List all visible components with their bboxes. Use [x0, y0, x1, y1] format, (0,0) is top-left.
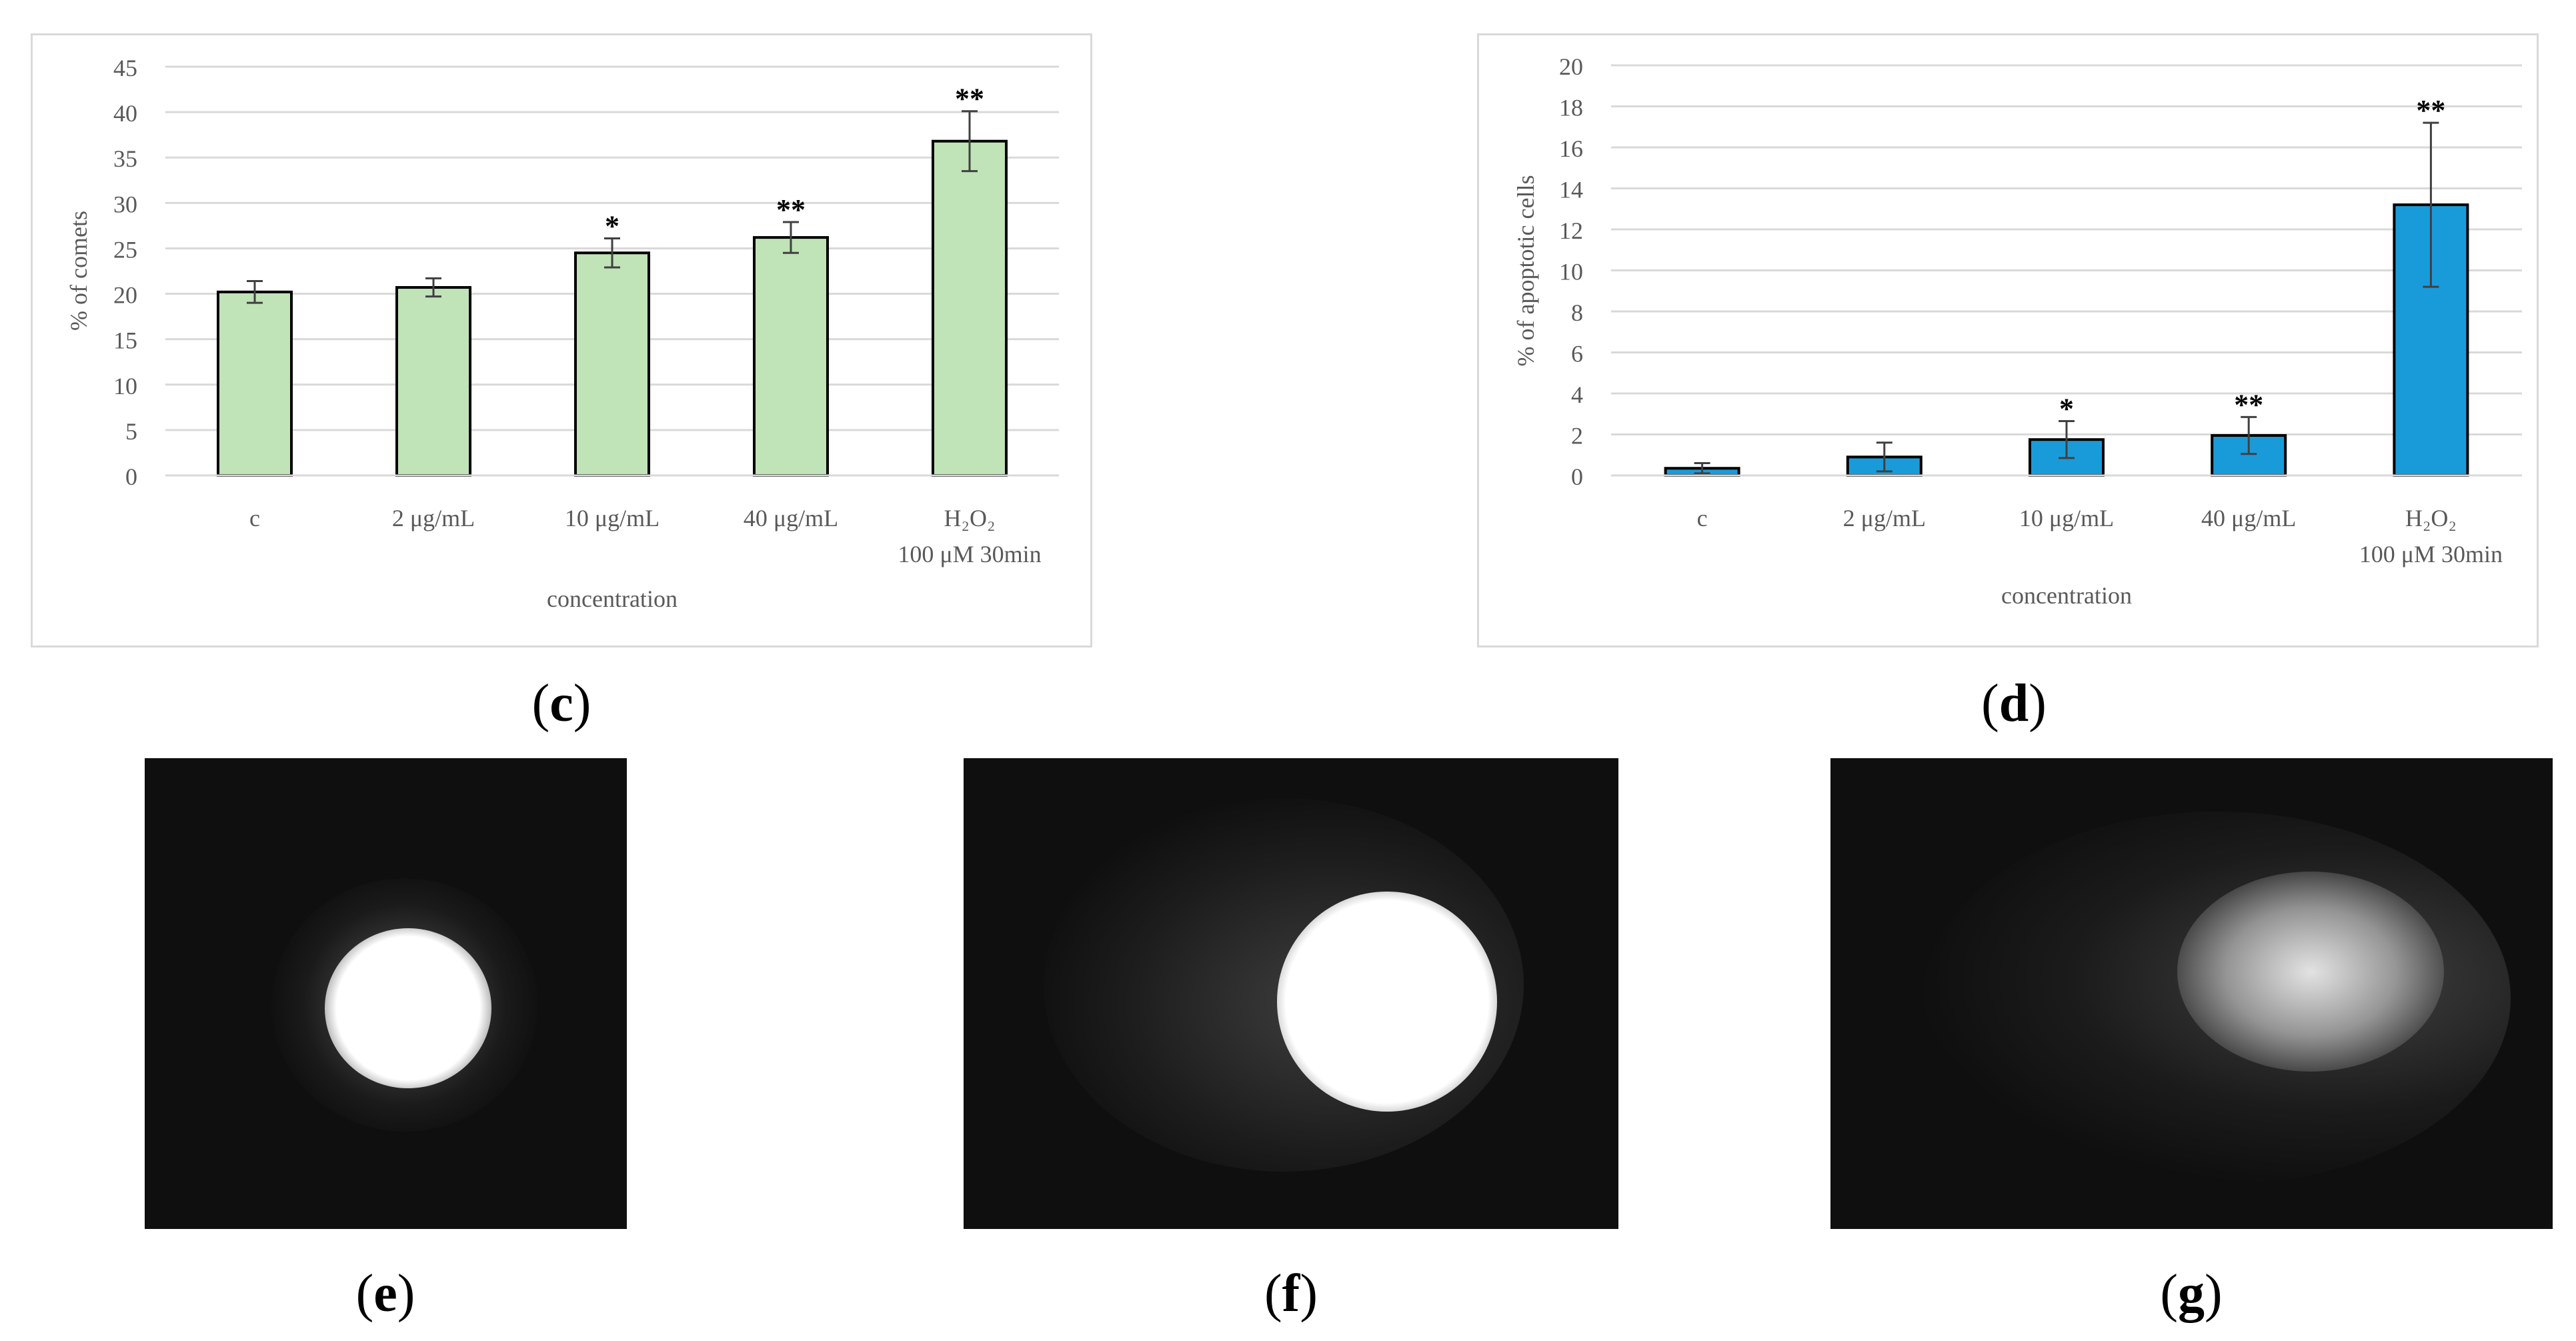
y-tick-label: 45 — [113, 55, 137, 81]
y-tick-label: 35 — [113, 145, 137, 172]
panel-label-g: (g) — [2160, 1264, 2223, 1323]
bar — [932, 139, 1008, 477]
significance-marker: * — [605, 209, 619, 242]
y-tick-label: 0 — [125, 463, 137, 490]
x-axis-label: concentration — [2001, 582, 2132, 609]
x-tick-label: c — [1697, 505, 1708, 531]
y-tick-label: 4 — [1571, 381, 1583, 408]
y-tick-label: 40 — [113, 100, 137, 127]
x-tick-label: 2 μg/mL — [1843, 505, 1926, 531]
x-tick-label: 40 μg/mL — [2201, 505, 2296, 531]
y-tick-label: 10 — [1559, 259, 1583, 285]
y-axis-label: % of apoptotic cells — [1512, 175, 1539, 367]
x-tick-label: 40 μg/mL — [744, 505, 838, 531]
y-tick-label: 6 — [1571, 341, 1583, 367]
comet-image-g — [1830, 758, 2553, 1229]
x-tick-label: 10 μg/mL — [565, 505, 660, 531]
x-tick-label: H₂O₂ — [2405, 505, 2457, 531]
comet-image-f — [964, 758, 1618, 1229]
y-tick-label: 20 — [113, 282, 137, 309]
panel-label-c: (c) — [531, 674, 591, 733]
significance-marker: * — [2059, 393, 2074, 425]
y-tick-label: 18 — [1559, 95, 1583, 121]
y-tick-label: 10 — [113, 373, 137, 399]
x-tick-label: 2 μg/mL — [392, 505, 475, 531]
x-tick-label: 100 μM 30min — [2359, 541, 2503, 567]
comet-image-e — [145, 758, 627, 1229]
x-tick-label: H₂O₂ — [944, 505, 995, 531]
y-tick-label: 20 — [1559, 53, 1583, 80]
panel-label-e: (e) — [355, 1264, 415, 1323]
y-tick-label: 2 — [1571, 423, 1583, 449]
bar — [395, 286, 471, 477]
y-tick-label: 12 — [1559, 217, 1583, 244]
x-tick-label: c — [249, 505, 260, 531]
x-axis-label: concentration — [547, 585, 678, 612]
chart-comets: 0 5 10 15 20 25 30 35 40 45 c 2 μg/mL * 10 μg/mL ** 40 … — [65, 55, 1059, 612]
y-tick-label: 30 — [113, 191, 137, 217]
significance-marker: ** — [2416, 94, 2445, 127]
x-tick-label: 100 μM 30min — [898, 541, 1041, 567]
y-tick-label: 15 — [113, 327, 137, 354]
chart-d-frame — [1477, 33, 2539, 647]
significance-marker: ** — [776, 193, 806, 226]
y-tick-label: 14 — [1559, 177, 1583, 203]
y-tick-label: 0 — [1571, 463, 1583, 490]
panel-label-d: (d) — [1981, 674, 2047, 733]
significance-marker: ** — [2234, 388, 2263, 421]
y-tick-label: 16 — [1559, 135, 1583, 162]
panel-label-f: (f) — [1264, 1264, 1318, 1323]
y-tick-label: 25 — [113, 236, 137, 263]
y-axis-label: % of comets — [65, 211, 92, 331]
significance-marker: ** — [955, 83, 984, 115]
y-tick-label: 8 — [1571, 299, 1583, 326]
chart-c-frame — [31, 33, 1092, 647]
chart-apoptotic: 0 2 4 6 8 10 12 14 16 18 20 c 2 μg/mL * 10 μg/mL ** 40 μ… — [1512, 53, 2522, 609]
y-tick-label: 5 — [125, 418, 137, 445]
x-tick-label: 10 μg/mL — [2019, 505, 2114, 531]
